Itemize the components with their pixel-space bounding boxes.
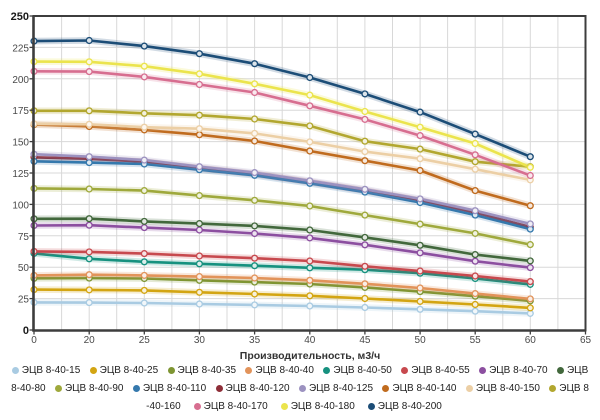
svg-text:0: 0 (23, 325, 29, 337)
svg-text:55: 55 (470, 335, 482, 346)
svg-text:45: 45 (359, 335, 371, 346)
svg-text:35: 35 (249, 335, 261, 346)
svg-text:225: 225 (12, 43, 29, 54)
svg-text:0: 0 (31, 335, 37, 346)
svg-text:30: 30 (194, 335, 206, 346)
svg-text:60: 60 (525, 335, 537, 346)
svg-text:40: 40 (304, 335, 316, 346)
svg-text:25: 25 (139, 335, 151, 346)
svg-text:150: 150 (12, 138, 29, 149)
svg-text:250: 250 (11, 11, 29, 23)
svg-text:20: 20 (84, 335, 96, 346)
svg-text:200: 200 (12, 75, 29, 86)
svg-text:75: 75 (18, 232, 30, 243)
svg-text:100: 100 (12, 200, 29, 211)
svg-text:175: 175 (12, 106, 29, 117)
svg-text:65: 65 (580, 335, 592, 346)
svg-text:50: 50 (415, 335, 427, 346)
svg-text:125: 125 (12, 169, 29, 180)
svg-text:25: 25 (18, 295, 30, 306)
svg-text:50: 50 (18, 263, 30, 274)
